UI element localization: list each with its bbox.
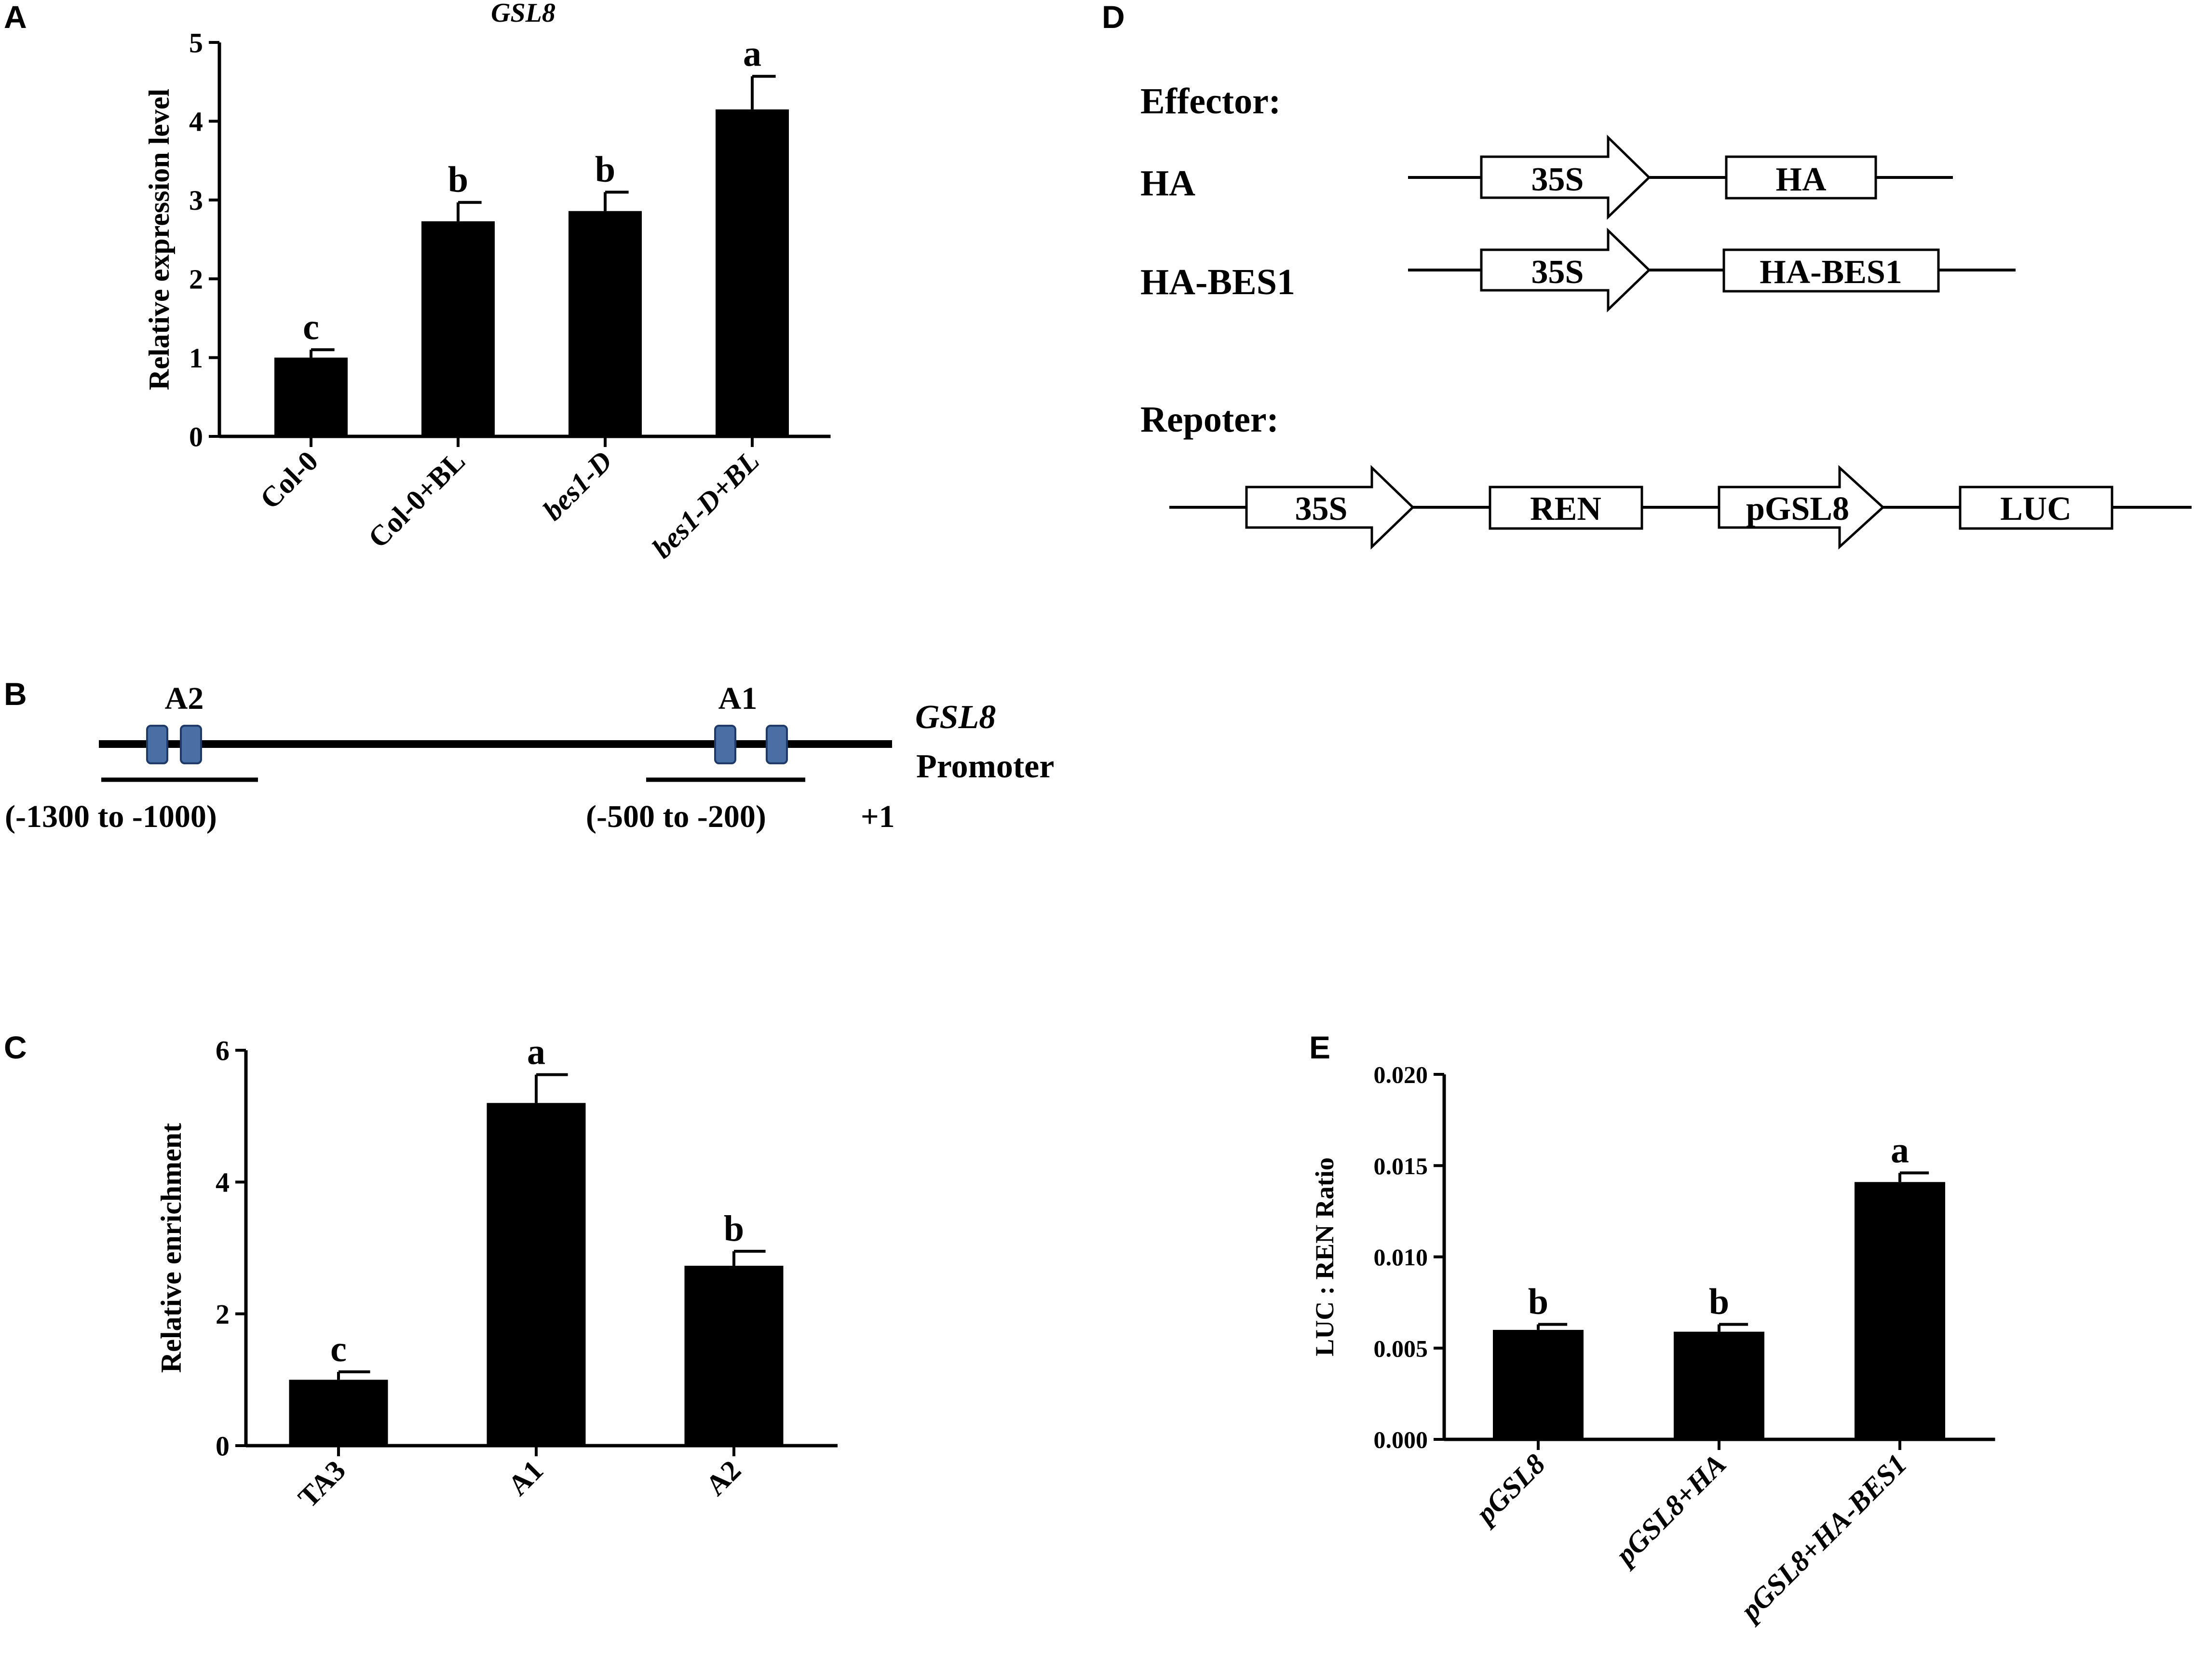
chart-a-category-label: bes1-D+BL xyxy=(646,445,766,565)
chart-a-significance-letter: a xyxy=(743,33,761,74)
chart-c-y-tick-label: 6 xyxy=(216,1035,230,1066)
chart-a-category-label: Col-0+BL xyxy=(362,445,471,554)
reporter-heading: Repoter: xyxy=(1140,399,1279,440)
chart-a-y-tick-label: 1 xyxy=(189,342,203,374)
promoter-suffix-label: Promoter xyxy=(916,748,1054,785)
chart-e-significance-letter: b xyxy=(1528,1282,1548,1322)
chart-e-y-tick-label: 0.000 xyxy=(1374,1426,1428,1453)
chart-c-category-label: TA3 xyxy=(292,1454,352,1514)
ha-box-label: HA xyxy=(1776,161,1827,198)
site-label-a1: A1 xyxy=(718,681,758,716)
habes1-35s-arrow xyxy=(1480,228,1651,312)
chart-e-y-tick-label: 0.005 xyxy=(1374,1335,1428,1362)
chart-e-category-label: pGSL8 xyxy=(1468,1448,1551,1531)
binding-site-a2-right xyxy=(180,725,202,764)
panel-letter-c: C xyxy=(4,1030,27,1065)
ren-box xyxy=(1489,486,1643,530)
chart-a-y-tick-label: 2 xyxy=(189,264,203,295)
ha-box xyxy=(1725,155,1877,200)
region-label-a1: (-500 to -200) xyxy=(586,799,766,834)
chart-c-bar xyxy=(487,1103,586,1446)
reporter-35s-label: 35S xyxy=(1295,490,1348,528)
chart-e-y-axis-label: LUC : REN Ratio xyxy=(1310,1157,1339,1356)
reporter-construct: 35S REN pGSL8 LUC xyxy=(1169,465,2192,550)
chart-c-category-label: A1 xyxy=(502,1454,550,1502)
chart-c-y-tick-label: 2 xyxy=(216,1299,230,1330)
chart-c-y-axis-label: Relative enrichment xyxy=(155,1123,187,1373)
pgsl8-label: pGSL8 xyxy=(1746,490,1849,528)
chart-a-y-tick-label: 5 xyxy=(189,27,203,58)
binding-site-a1-left xyxy=(714,725,736,764)
chart-e-significance-letter: b xyxy=(1709,1282,1729,1322)
chart-e-y-tick-label: 0.015 xyxy=(1374,1152,1428,1179)
chart-a-y-axis-label: Relative expression level xyxy=(143,89,175,390)
chart-c-y-tick-label: 4 xyxy=(216,1167,230,1198)
chart-e-bar xyxy=(1493,1329,1584,1439)
chart-a-category-label: Col-0 xyxy=(254,445,325,515)
chart-a-category-label: bes1-D xyxy=(537,445,618,527)
chart-a-significance-letter: b xyxy=(448,160,468,200)
habes1-box xyxy=(1722,248,1940,293)
construct-diagram: Effector: HA HA-BES1 Repoter: 35S HA 35S… xyxy=(1140,81,2192,550)
ha-row-label: HA xyxy=(1140,163,1195,203)
chart-e-bar xyxy=(1855,1182,1945,1439)
ren-box-label: REN xyxy=(1530,490,1601,528)
binding-site-a2-left xyxy=(146,725,168,764)
panel-letter-a: A xyxy=(4,0,27,35)
panel-letter-e: E xyxy=(1309,1030,1330,1065)
chart-c: 0 2 4 6 Relative enrichment c TA3 a A1 b A2 xyxy=(155,1032,838,1514)
promoter-diagram: A2 A1 (-1300 to -1000) (-500 to -200) +1… xyxy=(5,681,1054,834)
effector-heading: Effector: xyxy=(1140,81,1281,122)
region-label-a2: (-1300 to -1000) xyxy=(5,799,217,834)
chart-c-category-label: A2 xyxy=(700,1454,747,1502)
chart-e-y-tick-label: 0.020 xyxy=(1374,1061,1428,1088)
chart-a-y-tick-label: 3 xyxy=(189,185,203,216)
chart-c-bar xyxy=(684,1265,784,1446)
luc-box xyxy=(1959,486,2113,530)
promoter-gene-label: GSL8 xyxy=(915,699,996,736)
habes1-construct: 35S HA-BES1 xyxy=(1408,228,2016,312)
chart-e-category-label: pGSL8+HA xyxy=(1608,1448,1732,1572)
chart-a-significance-letter: c xyxy=(303,307,319,347)
chart-e-bar xyxy=(1674,1331,1764,1439)
pgsl8-arrow xyxy=(1718,465,1885,550)
chart-e: 0.000 0.005 0.010 0.015 0.020 LUC : REN Ratio… xyxy=(1310,1061,1995,1628)
chart-a-y-tick-label: 0 xyxy=(189,421,203,452)
chart-a-bar xyxy=(274,357,348,436)
habes1-35s-label: 35S xyxy=(1531,254,1584,291)
chart-a-bar xyxy=(569,211,642,436)
chart-c-significance-letter: b xyxy=(724,1208,744,1249)
tss-label: +1 xyxy=(861,799,895,834)
chart-a-y-tick-label: 4 xyxy=(189,106,203,137)
habes1-box-label: HA-BES1 xyxy=(1760,254,1902,291)
chart-e-y-tick-label: 0.010 xyxy=(1374,1244,1428,1271)
chart-a: GSL8 0 1 2 3 4 5 Relative expression level c Col… xyxy=(143,0,831,564)
luc-box-label: LUC xyxy=(2000,490,2072,528)
chart-e-category-label: pGSL8+HA-BES1 xyxy=(1733,1448,1913,1628)
chart-a-significance-letter: b xyxy=(595,149,615,190)
chart-e-significance-letter: a xyxy=(1891,1130,1909,1170)
reporter-35s-arrow xyxy=(1245,465,1415,550)
panel-letter-d: D xyxy=(1102,0,1125,35)
chart-c-significance-letter: a xyxy=(527,1032,545,1072)
chart-a-bar xyxy=(421,221,495,436)
panel-letter-b: B xyxy=(4,676,27,712)
chart-c-bar xyxy=(289,1380,388,1446)
chart-a-bar xyxy=(716,109,789,436)
chart-a-title: GSL8 xyxy=(491,0,555,28)
ha-construct: 35S HA xyxy=(1408,135,1953,220)
habes1-row-label: HA-BES1 xyxy=(1140,262,1295,302)
binding-site-a1-right xyxy=(766,725,788,764)
chart-c-y-tick-label: 0 xyxy=(216,1430,230,1462)
site-label-a2: A2 xyxy=(165,681,204,716)
chart-c-significance-letter: c xyxy=(330,1329,347,1369)
ha-35s-arrow xyxy=(1480,135,1651,220)
ha-35s-label: 35S xyxy=(1531,161,1584,198)
